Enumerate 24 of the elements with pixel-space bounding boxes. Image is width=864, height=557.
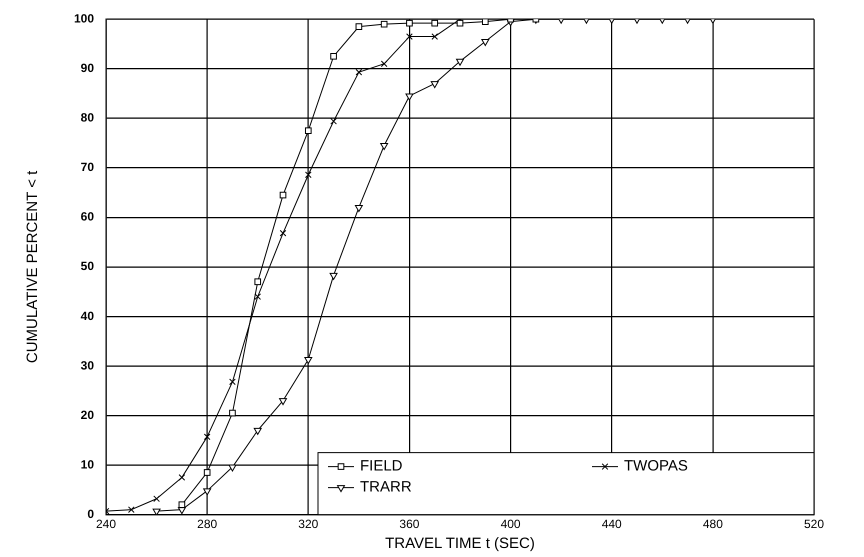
x-tick-label: 280 [197,517,218,532]
x-tick-label: 440 [602,517,622,532]
y-tick-label: 0 [87,506,94,521]
legend-label: TWOPAS [624,458,688,475]
legend-label: FIELD [360,458,403,475]
y-tick-label: 90 [80,61,94,76]
x-tick-label: 520 [804,517,824,532]
y-tick-label: 70 [80,160,94,174]
y-tick-label: 30 [80,358,94,372]
y-tick-label: 40 [80,308,94,323]
x-tick-label: 320 [298,517,319,532]
legend-label: TRARR [360,478,412,496]
x-tick-label: 360 [399,517,420,532]
x-tick-label: 480 [702,517,724,532]
y-tick-label: 50 [80,259,94,274]
y-tick-label: 20 [80,408,94,422]
x-tick-label: 400 [500,517,521,532]
y-tick-label: 10 [80,457,94,472]
x-tick-label: 240 [96,517,116,532]
x-axis-title: TRAVEL TIME t (SEC) [385,535,535,552]
y-tick-label: 80 [80,110,94,125]
y-axis-title: CUMULATIVE PERCENT < t [24,170,42,364]
y-tick-label: 100 [74,12,94,26]
y-tick-label: 60 [80,210,94,224]
